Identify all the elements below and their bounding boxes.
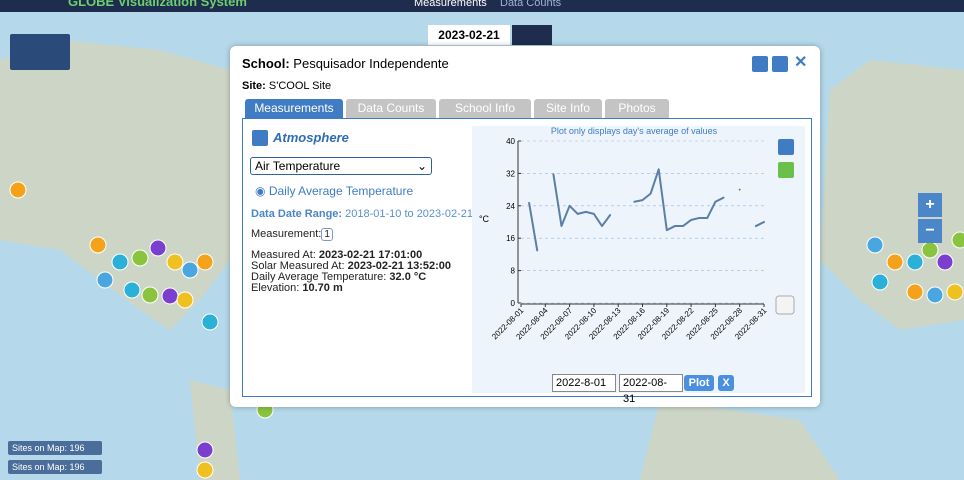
zoom-icon[interactable] — [776, 296, 794, 314]
date-range: Data Date Range: 2018-01-10 to 2023-02-2… — [251, 208, 473, 220]
y-tick-label: 8 — [511, 267, 516, 276]
zoom-out[interactable]: − — [918, 219, 942, 243]
site-pin[interactable] — [124, 282, 140, 298]
y-tick-label: 16 — [506, 234, 515, 243]
site-pin[interactable] — [97, 272, 113, 288]
sites-count: Sites on Map: 196 — [8, 460, 102, 474]
nav-tab[interactable]: Data Counts — [500, 0, 561, 9]
land — [0, 40, 230, 330]
page: GLOBE Visualization System Measurements … — [0, 0, 964, 480]
chart-view-icon[interactable] — [778, 162, 794, 178]
measurement-line: Measurement:1 — [251, 228, 333, 240]
measurement-select[interactable]: 1 — [321, 228, 333, 241]
school-line: School: Pesquisador Independente — [242, 56, 449, 71]
site-pin[interactable] — [142, 287, 158, 303]
tab[interactable]: Site Info — [534, 99, 602, 118]
site-pin[interactable] — [937, 254, 953, 270]
site-pin[interactable] — [947, 284, 963, 300]
site-name: S'COOL Site — [269, 80, 331, 92]
plot-button[interactable]: Plot — [684, 375, 714, 391]
chart: Plot only displays day's average of valu… — [472, 126, 805, 393]
sites-count: Sites on Map: 196 — [8, 441, 102, 455]
select-value: Air Temperature — [255, 159, 340, 173]
y-tick-label: 32 — [506, 169, 515, 178]
y-tick-label: 0 — [511, 299, 516, 308]
site-pin[interactable] — [927, 287, 943, 303]
site-pin[interactable] — [150, 240, 166, 256]
end-date-input[interactable]: 2022-08-31 — [619, 374, 683, 392]
detail-value: 10.70 m — [302, 282, 342, 294]
site-pin[interactable] — [922, 242, 938, 258]
clear-button[interactable]: X — [718, 375, 734, 391]
detail-label: Elevation: — [251, 282, 299, 294]
site-pin[interactable] — [872, 274, 888, 290]
site-pin[interactable] — [907, 284, 923, 300]
site-pin[interactable] — [197, 442, 213, 458]
label: Data Date Range: — [251, 208, 342, 220]
land — [820, 60, 964, 330]
site-pin[interactable] — [867, 237, 883, 253]
site-pin[interactable] — [112, 254, 128, 270]
site-pin[interactable] — [197, 254, 213, 270]
section-title: Atmosphere — [273, 130, 349, 145]
value: 2018-01-10 to 2023-02-21 — [345, 208, 473, 220]
site-pin[interactable] — [10, 182, 26, 198]
label: Measurement: — [251, 228, 321, 240]
zoom-in[interactable]: + — [918, 193, 942, 217]
video-button[interactable] — [512, 25, 552, 45]
site-pin[interactable] — [907, 254, 923, 270]
close-button[interactable]: ✕ — [794, 52, 807, 72]
site-pin[interactable] — [202, 314, 218, 330]
app-title: GLOBE Visualization System — [68, 0, 247, 9]
site-pin[interactable] — [167, 254, 183, 270]
option-label: Daily Average Temperature — [269, 184, 413, 198]
site-pin[interactable] — [952, 232, 964, 248]
date-display: 2023-02-21 — [428, 25, 510, 45]
y-tick-label: 40 — [506, 137, 515, 146]
tab[interactable]: Measurements — [245, 99, 343, 118]
label: School: — [242, 56, 290, 71]
link-icon[interactable] — [772, 56, 788, 72]
site-pin[interactable] — [177, 292, 193, 308]
detail-value: 32.0 °C — [389, 271, 426, 283]
tab[interactable]: Data Counts — [346, 99, 436, 118]
share-icon[interactable] — [752, 56, 768, 72]
y-axis-label: °C — [479, 214, 490, 224]
top-bar: GLOBE Visualization System Measurements … — [0, 0, 964, 12]
site-line: Site: S'COOL Site — [242, 80, 331, 92]
variable-select[interactable]: Air Temperature⌄ — [250, 157, 432, 175]
site-pin[interactable] — [90, 237, 106, 253]
table-view-icon[interactable] — [778, 139, 794, 155]
land — [640, 400, 840, 480]
site-pin[interactable] — [197, 462, 213, 478]
school-name: Pesquisador Independente — [293, 56, 448, 71]
tab[interactable]: School Info — [439, 99, 531, 118]
layers-button[interactable] — [10, 34, 70, 70]
table-icon[interactable] — [252, 130, 268, 146]
y-tick-label: 24 — [506, 202, 515, 211]
nav-tab[interactable]: Measurements — [414, 0, 487, 9]
label: Site: — [242, 80, 266, 92]
site-pin[interactable] — [132, 250, 148, 266]
site-pin[interactable] — [887, 254, 903, 270]
site-pin[interactable] — [182, 262, 198, 278]
tab[interactable]: Photos — [605, 99, 669, 118]
site-pin[interactable] — [162, 288, 178, 304]
start-date-input[interactable]: 2022-8-01 — [552, 374, 616, 392]
radio-option[interactable]: ◉ Daily Average Temperature — [255, 184, 413, 198]
chart-title: Plot only displays day's average of valu… — [551, 126, 718, 136]
detail-row: Elevation: 10.70 m — [251, 283, 451, 294]
